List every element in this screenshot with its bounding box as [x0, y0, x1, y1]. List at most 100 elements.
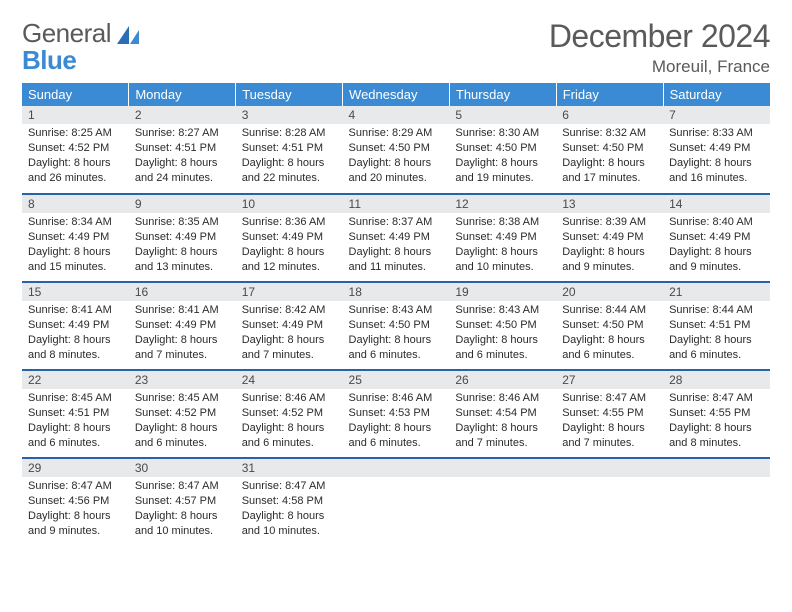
day-cell: 5Sunrise: 8:30 AMSunset: 4:50 PMDaylight… [449, 106, 556, 194]
daylight-line: and 7 minutes. [242, 348, 337, 363]
daylight-line: Daylight: 8 hours [669, 333, 764, 348]
daylight-line: and 26 minutes. [28, 171, 123, 186]
day-body: Sunrise: 8:45 AMSunset: 4:52 PMDaylight:… [129, 389, 236, 454]
daylight-line: and 7 minutes. [135, 348, 230, 363]
sunset-line: Sunset: 4:49 PM [242, 230, 337, 245]
day-body: Sunrise: 8:36 AMSunset: 4:49 PMDaylight:… [236, 213, 343, 278]
brand-logo: General Blue [22, 18, 141, 75]
sunrise-line: Sunrise: 8:46 AM [242, 391, 337, 406]
daylight-line: Daylight: 8 hours [28, 333, 123, 348]
daylight-line: Daylight: 8 hours [242, 156, 337, 171]
sunrise-line: Sunrise: 8:43 AM [455, 303, 550, 318]
day-cell: 26Sunrise: 8:46 AMSunset: 4:54 PMDayligh… [449, 370, 556, 458]
daylight-line: Daylight: 8 hours [349, 245, 444, 260]
daylight-line: Daylight: 8 hours [669, 156, 764, 171]
brand-text: General Blue [22, 20, 111, 75]
day-body: Sunrise: 8:27 AMSunset: 4:51 PMDaylight:… [129, 124, 236, 189]
daylight-line: and 17 minutes. [562, 171, 657, 186]
calendar-table: Sunday Monday Tuesday Wednesday Thursday… [22, 83, 770, 546]
daylight-line: and 16 minutes. [669, 171, 764, 186]
day-body: Sunrise: 8:39 AMSunset: 4:49 PMDaylight:… [556, 213, 663, 278]
sunset-line: Sunset: 4:49 PM [669, 141, 764, 156]
day-body: Sunrise: 8:41 AMSunset: 4:49 PMDaylight:… [22, 301, 129, 366]
day-body: Sunrise: 8:47 AMSunset: 4:58 PMDaylight:… [236, 477, 343, 542]
day-cell [449, 458, 556, 546]
sunset-line: Sunset: 4:52 PM [28, 141, 123, 156]
daylight-line: and 10 minutes. [135, 524, 230, 539]
daylight-line: Daylight: 8 hours [135, 509, 230, 524]
day-cell: 28Sunrise: 8:47 AMSunset: 4:55 PMDayligh… [663, 370, 770, 458]
day-number: 26 [449, 371, 556, 389]
sunset-line: Sunset: 4:55 PM [562, 406, 657, 421]
day-number: 12 [449, 195, 556, 213]
day-number [449, 459, 556, 477]
day-body: Sunrise: 8:35 AMSunset: 4:49 PMDaylight:… [129, 213, 236, 278]
header: General Blue December 2024 Moreuil, Fran… [22, 18, 770, 77]
week-row: 22Sunrise: 8:45 AMSunset: 4:51 PMDayligh… [22, 370, 770, 458]
day-body: Sunrise: 8:41 AMSunset: 4:49 PMDaylight:… [129, 301, 236, 366]
day-body: Sunrise: 8:40 AMSunset: 4:49 PMDaylight:… [663, 213, 770, 278]
day-cell: 29Sunrise: 8:47 AMSunset: 4:56 PMDayligh… [22, 458, 129, 546]
sunrise-line: Sunrise: 8:40 AM [669, 215, 764, 230]
day-cell [556, 458, 663, 546]
day-number: 29 [22, 459, 129, 477]
sunrise-line: Sunrise: 8:46 AM [349, 391, 444, 406]
day-number: 10 [236, 195, 343, 213]
day-number: 25 [343, 371, 450, 389]
day-number: 28 [663, 371, 770, 389]
sail-icon [115, 24, 141, 51]
sunrise-line: Sunrise: 8:36 AM [242, 215, 337, 230]
daylight-line: and 9 minutes. [562, 260, 657, 275]
day-cell: 23Sunrise: 8:45 AMSunset: 4:52 PMDayligh… [129, 370, 236, 458]
daylight-line: and 7 minutes. [455, 436, 550, 451]
location-label: Moreuil, France [549, 57, 770, 77]
daylight-line: and 20 minutes. [349, 171, 444, 186]
week-row: 29Sunrise: 8:47 AMSunset: 4:56 PMDayligh… [22, 458, 770, 546]
sunrise-line: Sunrise: 8:47 AM [669, 391, 764, 406]
day-cell: 6Sunrise: 8:32 AMSunset: 4:50 PMDaylight… [556, 106, 663, 194]
daylight-line: Daylight: 8 hours [28, 421, 123, 436]
sunrise-line: Sunrise: 8:30 AM [455, 126, 550, 141]
daylight-line: and 24 minutes. [135, 171, 230, 186]
sunset-line: Sunset: 4:49 PM [135, 230, 230, 245]
day-number: 7 [663, 106, 770, 124]
daylight-line: Daylight: 8 hours [242, 509, 337, 524]
daylight-line: Daylight: 8 hours [135, 421, 230, 436]
sunset-line: Sunset: 4:49 PM [562, 230, 657, 245]
day-number: 21 [663, 283, 770, 301]
daylight-line: and 8 minutes. [669, 436, 764, 451]
day-number: 6 [556, 106, 663, 124]
daylight-line: and 15 minutes. [28, 260, 123, 275]
day-number: 14 [663, 195, 770, 213]
day-body: Sunrise: 8:46 AMSunset: 4:52 PMDaylight:… [236, 389, 343, 454]
daylight-line: and 10 minutes. [455, 260, 550, 275]
calendar-page: General Blue December 2024 Moreuil, Fran… [0, 0, 792, 612]
sunset-line: Sunset: 4:51 PM [242, 141, 337, 156]
weekday-header: Sunday [22, 83, 129, 106]
daylight-line: Daylight: 8 hours [135, 245, 230, 260]
sunrise-line: Sunrise: 8:47 AM [135, 479, 230, 494]
daylight-line: and 7 minutes. [562, 436, 657, 451]
sunrise-line: Sunrise: 8:45 AM [28, 391, 123, 406]
day-body: Sunrise: 8:46 AMSunset: 4:54 PMDaylight:… [449, 389, 556, 454]
daylight-line: Daylight: 8 hours [455, 333, 550, 348]
daylight-line: Daylight: 8 hours [562, 421, 657, 436]
daylight-line: and 9 minutes. [28, 524, 123, 539]
day-number: 9 [129, 195, 236, 213]
sunrise-line: Sunrise: 8:35 AM [135, 215, 230, 230]
brand-word-2: Blue [22, 45, 76, 75]
daylight-line: Daylight: 8 hours [455, 245, 550, 260]
day-number: 19 [449, 283, 556, 301]
sunset-line: Sunset: 4:57 PM [135, 494, 230, 509]
week-row: 1Sunrise: 8:25 AMSunset: 4:52 PMDaylight… [22, 106, 770, 194]
day-body: Sunrise: 8:32 AMSunset: 4:50 PMDaylight:… [556, 124, 663, 189]
day-number: 24 [236, 371, 343, 389]
day-number [663, 459, 770, 477]
day-cell: 19Sunrise: 8:43 AMSunset: 4:50 PMDayligh… [449, 282, 556, 370]
day-number: 16 [129, 283, 236, 301]
sunset-line: Sunset: 4:49 PM [28, 318, 123, 333]
day-number [343, 459, 450, 477]
daylight-line: Daylight: 8 hours [242, 245, 337, 260]
day-cell: 8Sunrise: 8:34 AMSunset: 4:49 PMDaylight… [22, 194, 129, 282]
day-cell: 21Sunrise: 8:44 AMSunset: 4:51 PMDayligh… [663, 282, 770, 370]
